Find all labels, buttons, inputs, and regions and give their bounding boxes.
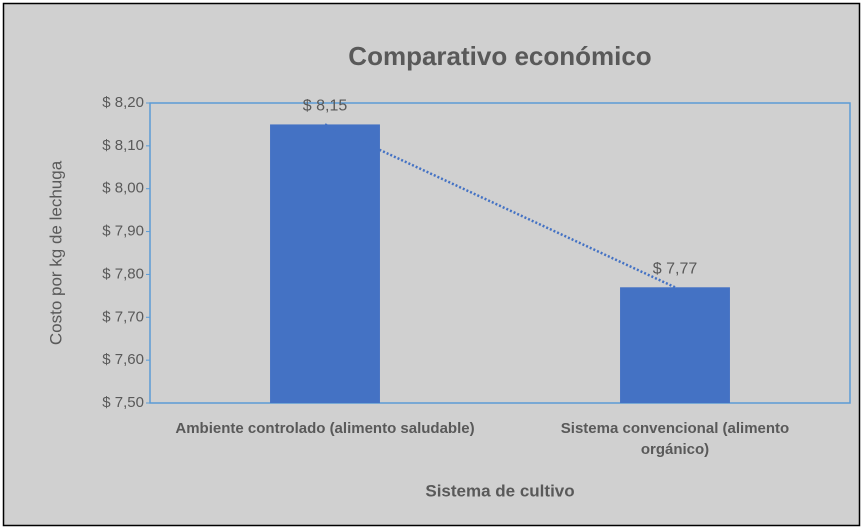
y-tick-label: $ 8,00 [102,180,144,197]
x-tick-label: Sistema convencional (alimento orgánico) [560,420,790,458]
y-tick-label: $ 7,60 [102,351,144,368]
y-tick-label: $ 7,50 [102,394,144,411]
y-axis-title: Costo por kg de lechuga [46,160,65,345]
x-tick-label: Ambiente controlado (alimento saludable) [175,420,475,437]
y-tick-label: $ 7,80 [102,265,144,282]
data-label: $ 7,77 [653,261,698,278]
y-tick-label: $ 8,10 [102,137,144,154]
data-label: $ 8,15 [303,98,348,115]
y-tick-label: $ 7,90 [102,223,144,240]
y-tick-label: $ 8,20 [102,94,144,111]
chart-title: Comparativo económico [348,41,651,71]
bar [270,124,380,403]
plot-area [149,102,851,404]
y-tick-label: $ 7,70 [102,308,144,325]
trendline [324,123,676,289]
bar [620,287,730,403]
x-axis-title: Sistema de cultivo [425,481,574,500]
